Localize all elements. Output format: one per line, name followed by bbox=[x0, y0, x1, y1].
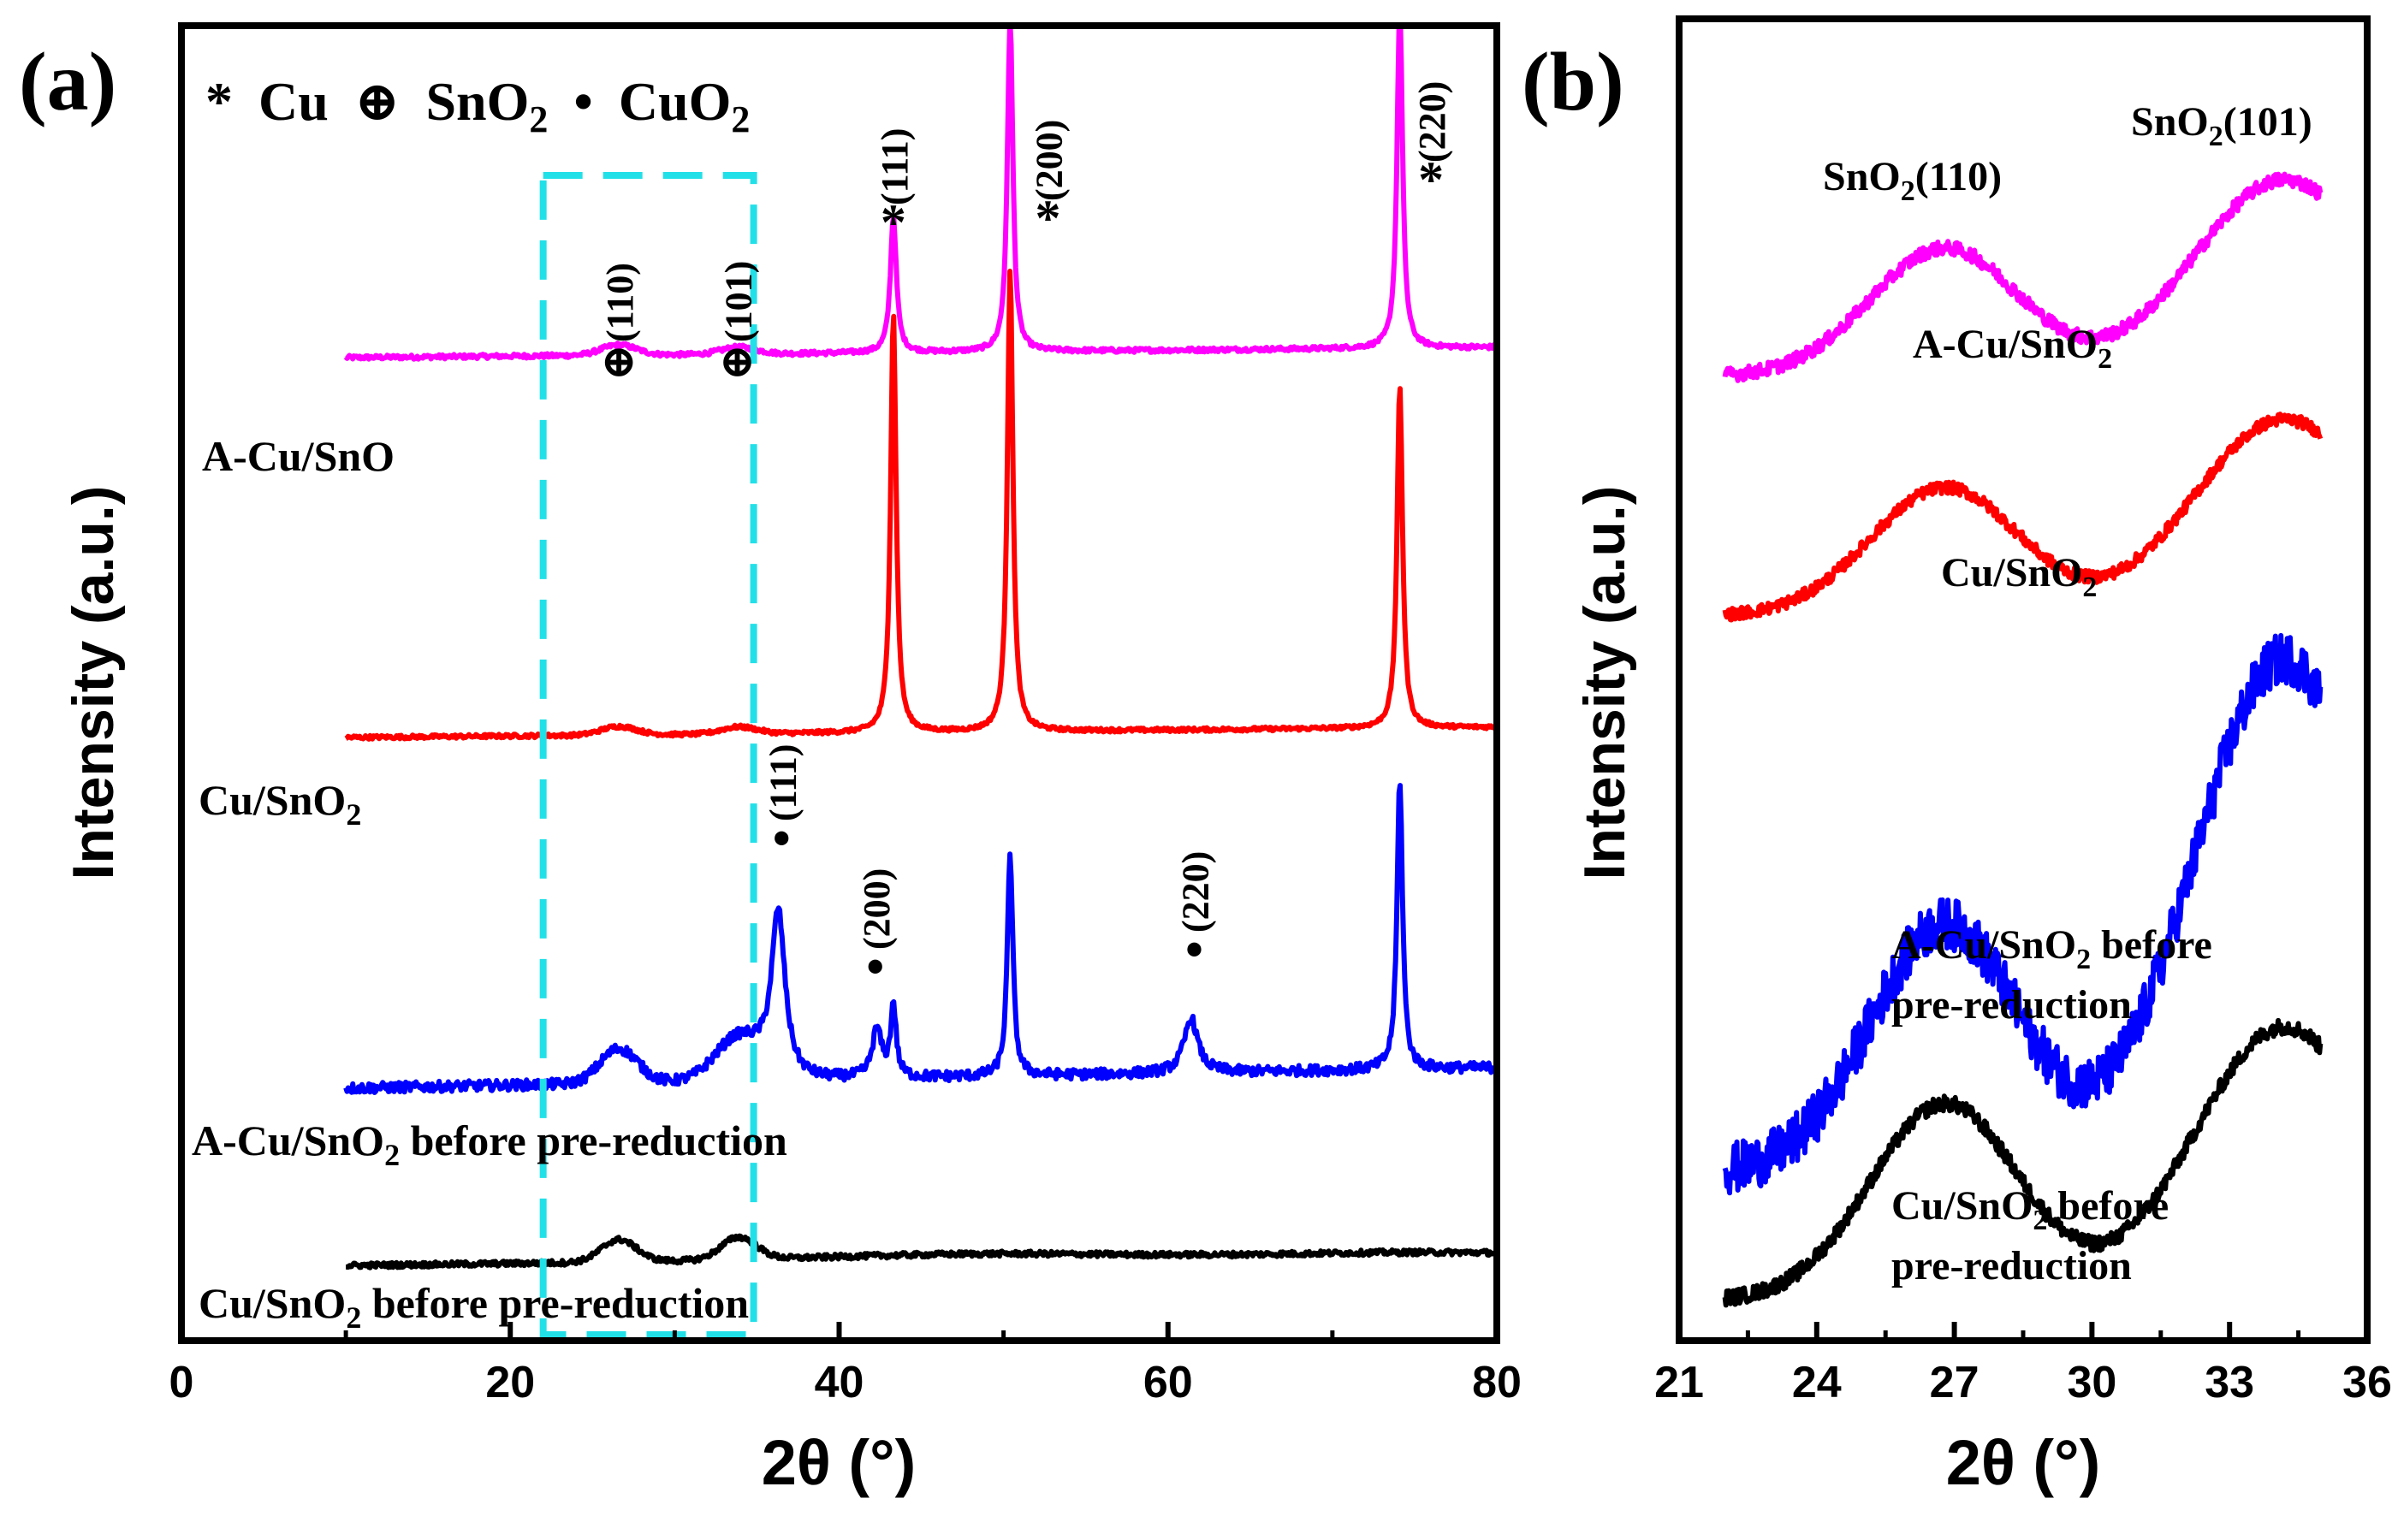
a-curve-cu-sno2-before bbox=[344, 1233, 1497, 1270]
svg-text:(111): (111) bbox=[874, 128, 916, 205]
a-tick-label: 60 bbox=[1143, 1358, 1193, 1407]
a-curve-a-cu-sno bbox=[343, 26, 1497, 362]
svg-text:⊕: ⊕ bbox=[719, 338, 757, 387]
b-tick-label: 33 bbox=[2205, 1358, 2254, 1407]
svg-text:•: • bbox=[866, 939, 884, 995]
a-tick-label: 0 bbox=[169, 1358, 194, 1407]
annotation-cuo-200: • (200) bbox=[856, 868, 898, 995]
svg-text:•: • bbox=[773, 810, 791, 867]
panel-b-x-label: 2θ (°) bbox=[1946, 1427, 2101, 1498]
svg-text:⊕: ⊕ bbox=[600, 338, 638, 387]
panel-a-x-ticks: 0 20 40 60 80 bbox=[169, 1322, 1522, 1407]
b-tick-label: 30 bbox=[2067, 1358, 2116, 1407]
b-label-cu-sno2-before-line2: pre-reduction bbox=[1891, 1243, 2132, 1288]
legend-cu-symbol: * bbox=[205, 71, 233, 132]
legend-sno2: SnO bbox=[425, 71, 529, 132]
peak-annotations: ⊕ (110) ⊕ (101) * (111) * (200) * (220) … bbox=[599, 81, 1453, 995]
legend-cuo2-symbol: • bbox=[573, 71, 592, 132]
panel-b-plot-area bbox=[1722, 171, 2324, 1308]
svg-text:(200): (200) bbox=[856, 868, 898, 950]
b-curve-cu-sno2 bbox=[1722, 412, 2324, 623]
b-tick-label: 27 bbox=[1930, 1358, 1979, 1407]
panel-a: (a) * Cu ⊕ SnO2 • CuO2 A-Cu/SnO Cu/SnO2 … bbox=[19, 22, 1522, 1498]
legend-cu: Cu bbox=[258, 71, 329, 132]
svg-text:(220): (220) bbox=[1411, 81, 1453, 163]
panel-a-label: (a) bbox=[19, 36, 116, 128]
svg-text:(111): (111) bbox=[762, 744, 804, 821]
svg-text:*: * bbox=[881, 194, 906, 251]
svg-text:* Cu ⊕: * Cu ⊕ SnO2 • CuO2 bbox=[205, 71, 750, 144]
b-curve-a-cu-sno2-before bbox=[1722, 632, 2324, 1196]
b-label-cu-sno2: Cu/SnO2 bbox=[1941, 550, 2097, 603]
curve-label-cu-sno2: Cu/SnO2 bbox=[199, 776, 361, 832]
legend-cuo2: CuO bbox=[619, 71, 732, 132]
a-curve-cu-sno2 bbox=[344, 269, 1497, 742]
b-curve-cu-sno2-before bbox=[1722, 1017, 2324, 1308]
curve-label-cu-sno2-before: Cu/SnO2 before pre-reduction bbox=[199, 1279, 749, 1335]
svg-text:(101): (101) bbox=[717, 261, 759, 342]
svg-text:*: * bbox=[1418, 151, 1444, 208]
b-label-a-cu-sno2-before: A-Cu/SnO2 before bbox=[1891, 922, 2212, 975]
svg-text:•: • bbox=[1185, 921, 1203, 978]
panel-b-label: (b) bbox=[1522, 36, 1624, 128]
highlight-box bbox=[539, 172, 757, 1338]
svg-text:(200): (200) bbox=[1028, 120, 1070, 201]
annotation-b-sno2-101: SnO2(101) bbox=[2131, 99, 2312, 152]
annotation-cuo-111: • (111) bbox=[762, 744, 804, 867]
a-tick-label: 20 bbox=[485, 1358, 535, 1407]
svg-text:*: * bbox=[1035, 190, 1060, 246]
legend-cuo2-sub: 2 bbox=[731, 98, 750, 140]
annotation-sno2-110: ⊕ (110) bbox=[599, 263, 641, 387]
a-tick-label: 40 bbox=[815, 1358, 864, 1407]
panel-a-plot-area bbox=[343, 26, 1497, 1270]
curve-label-a-cu-sno2-before: A-Cu/SnO2 before pre-reduction bbox=[192, 1116, 787, 1172]
b-label-a-cu-sno2: A-Cu/SnO2 bbox=[1913, 322, 2112, 375]
b-tick-label: 36 bbox=[2342, 1358, 2392, 1407]
panel-b-y-label: Intensity (a.u.) bbox=[1572, 486, 1637, 880]
phase-legend: * Cu ⊕ SnO2 • CuO2 bbox=[205, 71, 750, 144]
b-label-cu-sno2-before: Cu/SnO2 before bbox=[1891, 1183, 2169, 1236]
svg-text:(220): (220) bbox=[1174, 851, 1216, 933]
annotation-sno2-101: ⊕ (101) bbox=[717, 261, 759, 387]
panel-b: (b) SnO2(110) SnO2(101) A-Cu/SnO2 Cu/SnO… bbox=[1522, 15, 2392, 1498]
annotation-cu-220: * (220) bbox=[1411, 81, 1453, 208]
annotation-cu-111: * (111) bbox=[874, 128, 916, 251]
legend-sno2-sub: 2 bbox=[529, 98, 548, 140]
curve-label-a-cu-sno: A-Cu/SnO bbox=[202, 432, 395, 480]
annotation-cu-200: * (200) bbox=[1028, 120, 1070, 246]
svg-text:(110): (110) bbox=[599, 263, 641, 342]
a-curve-a-cu-sno2-before bbox=[343, 783, 1496, 1095]
b-tick-label: 24 bbox=[1792, 1358, 1842, 1407]
panel-b-x-ticks: 21 24 27 30 33 36 bbox=[1654, 1322, 2392, 1407]
legend-sno2-symbol: ⊕ bbox=[354, 71, 401, 132]
annotation-b-sno2-110: SnO2(110) bbox=[1823, 154, 2002, 207]
b-tick-label: 21 bbox=[1654, 1358, 1704, 1407]
b-curve-a-cu-sno2 bbox=[1722, 171, 2324, 383]
panel-a-x-label: 2θ (°) bbox=[762, 1427, 917, 1498]
a-tick-label: 80 bbox=[1472, 1358, 1522, 1407]
annotation-cuo-220: • (220) bbox=[1174, 851, 1216, 978]
panel-a-y-label: Intensity (a.u.) bbox=[61, 486, 126, 880]
b-label-a-cu-sno2-before-line2: pre-reduction bbox=[1891, 982, 2132, 1028]
